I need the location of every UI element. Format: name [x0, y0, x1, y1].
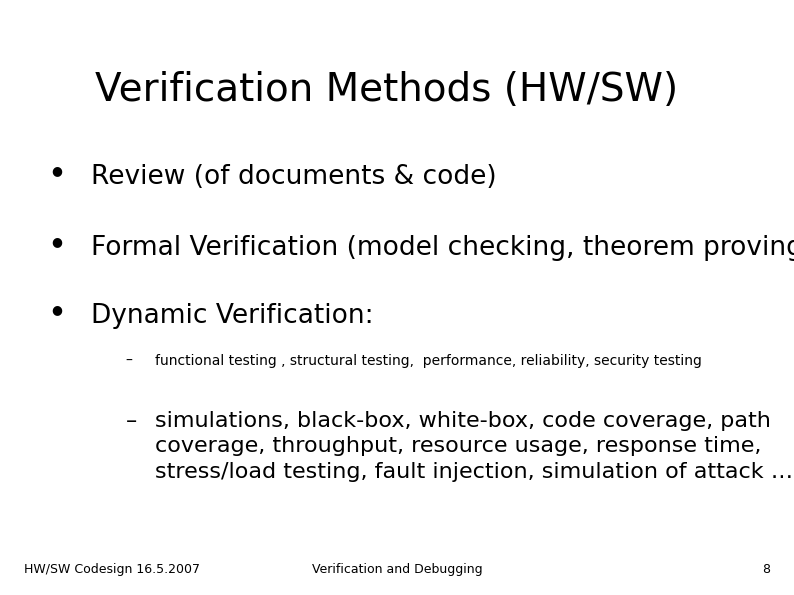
Text: Review (of documents & code): Review (of documents & code) [91, 164, 497, 190]
Text: –: – [125, 411, 137, 431]
Text: HW/SW Codesign 16.5.2007: HW/SW Codesign 16.5.2007 [24, 563, 200, 576]
Text: Formal Verification (model checking, theorem proving): Formal Verification (model checking, the… [91, 235, 794, 261]
Text: ●: ● [52, 164, 63, 177]
Text: simulations, black-box, white-box, code coverage, path
coverage, throughput, res: simulations, black-box, white-box, code … [155, 411, 793, 482]
Text: ●: ● [52, 235, 63, 248]
Text: Verification Methods (HW/SW): Verification Methods (HW/SW) [95, 71, 678, 109]
Text: ●: ● [52, 303, 63, 317]
Text: –: – [125, 354, 133, 368]
Text: functional testing , structural testing,  performance, reliability, security tes: functional testing , structural testing,… [155, 354, 702, 368]
Text: Dynamic Verification:: Dynamic Verification: [91, 303, 374, 330]
Text: Verification and Debugging: Verification and Debugging [312, 563, 482, 576]
Text: 8: 8 [762, 563, 770, 576]
